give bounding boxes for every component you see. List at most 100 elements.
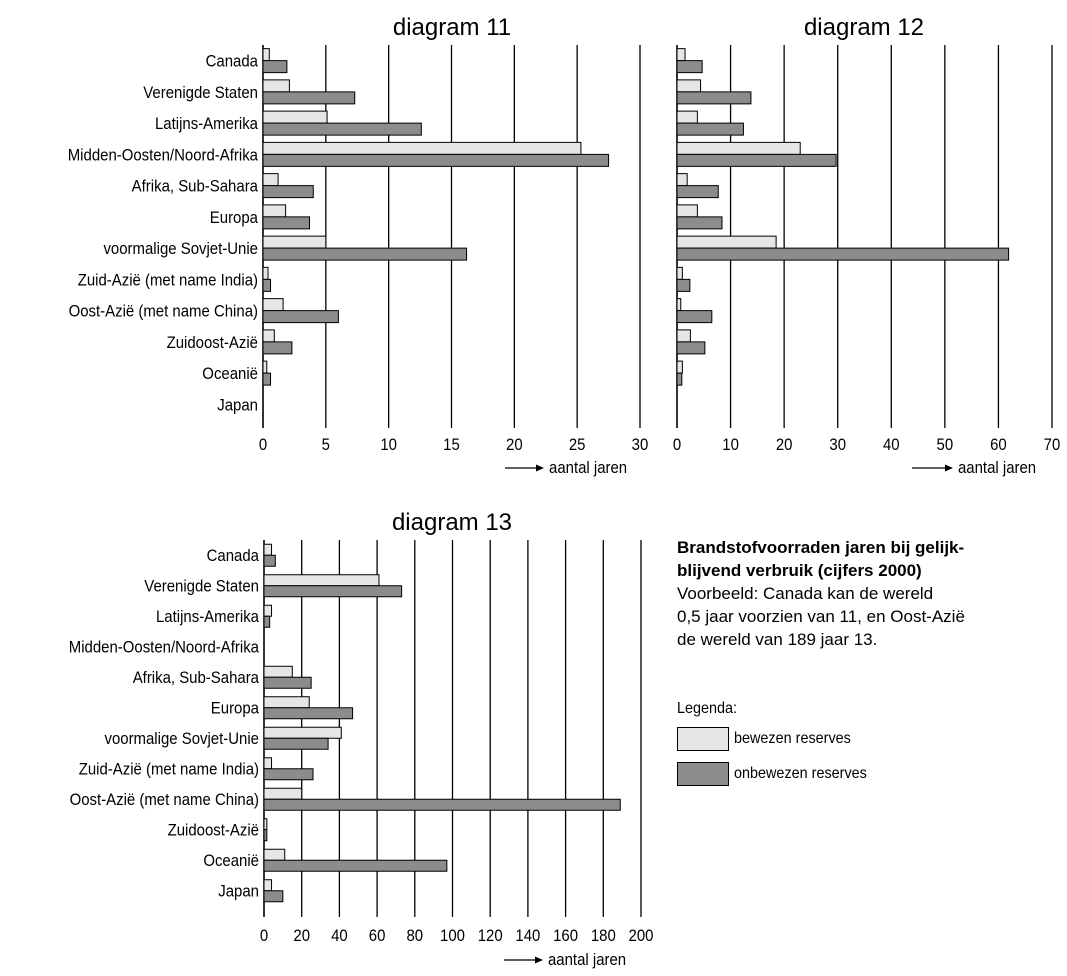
chart2-bar-proven-midden-oosten-noord-afrika [676, 141, 801, 155]
chart1-tick-label: 30 [632, 436, 649, 454]
chart3-axis-arrowhead [535, 956, 543, 964]
chart3-bar-proven-japan [263, 879, 273, 892]
chart1-category-label: Verenigde Staten [143, 84, 258, 102]
chart3-bar-proven-zuid-azie-met-name-india [263, 757, 273, 770]
annotation-title: Brandstofvoorraden jaren bij gelijk- bli… [677, 538, 965, 580]
chart3-category-label: Oost-Azië (met name China) [70, 791, 259, 809]
chart1-tick-label: 10 [380, 436, 397, 454]
chart1-bar-proven-verenigde-staten [262, 79, 290, 93]
chart2-axis-label: aantal jaren [958, 459, 1036, 477]
chart1-category-label: Oost-Azië (met name China) [69, 303, 258, 321]
chart1-tick-label: 20 [506, 436, 523, 454]
chart3-bar-unproven-zuid-azie-met-name-india [263, 768, 314, 781]
legend-label-proven: bewezen reserves [734, 730, 851, 747]
chart2-bar-unproven-voormalige-sovjet-unie [676, 247, 1010, 261]
chart3-category-label: Verenigde Staten [144, 578, 259, 596]
chart3-tick-label: 40 [331, 927, 348, 945]
chart1-bar-unproven-oost-azie-met-name-china [262, 310, 339, 324]
chart3-category-label: Zuid-Azië (met name India) [79, 761, 259, 779]
chart1-bar-unproven-zuid-azie-met-name-india [262, 278, 272, 292]
chart3-tick-label: 120 [478, 927, 503, 945]
chart3-category-label: voormalige Sovjet-Unie [104, 730, 259, 748]
legend-item-unproven: onbewezen reserves [677, 762, 882, 786]
chart1-tick-label: 0 [259, 436, 267, 454]
chart3-category-label: Midden-Oosten/Noord-Afrika [69, 639, 259, 657]
chart2-bar-proven-zuid-azie-met-name-india [676, 266, 683, 280]
chart3-bar-unproven-afrika-sub-sahara [263, 676, 312, 689]
chart2-tick-label: 40 [883, 436, 900, 454]
chart1-tick-label: 25 [569, 436, 586, 454]
chart3-bar-unproven-japan [263, 890, 284, 903]
chart3-bar-unproven-latijns-amerika [263, 615, 271, 628]
chart2-bar-proven-zuidoost-azie [676, 329, 691, 343]
chart1-bar-proven-latijns-amerika [262, 110, 328, 124]
chart3-bar-proven-latijns-amerika [263, 604, 273, 617]
chart2-tick-label: 70 [1044, 436, 1061, 454]
chart1-axis-arrowhead [536, 464, 544, 472]
chart1-category-label: Japan [217, 397, 258, 415]
chart2-tick-label: 0 [673, 436, 681, 454]
chart2-bar-proven-oceanie [676, 360, 683, 374]
chart3-bar-unproven-zuidoost-azie [263, 829, 268, 842]
chart2-bar-proven-oost-azie-met-name-china [676, 298, 682, 312]
chart2-tick-label: 30 [829, 436, 846, 454]
chart1-bar-unproven-canada [262, 60, 288, 74]
chart3-tick-label: 0 [260, 927, 268, 945]
chart2-bar-unproven-afrika-sub-sahara [676, 185, 719, 199]
chart3-category-label: Oceanië [203, 852, 259, 870]
chart1-title: diagram 11 [393, 14, 511, 41]
chart1-bar-unproven-midden-oosten-noord-afrika [262, 153, 610, 167]
chart2-axis-arrowhead [945, 464, 953, 472]
chart2-bar-proven-europa [676, 204, 698, 218]
legend-swatch-proven [677, 727, 729, 751]
chart1-bar-unproven-afrika-sub-sahara [262, 185, 314, 199]
chart3-bar-proven-oceanie [263, 848, 286, 861]
chart3-bar-unproven-oost-azie-met-name-china [263, 798, 621, 811]
chart1-category-label: Zuid-Azië (met name India) [78, 272, 258, 290]
chart3-category-label: Zuidoost-Azië [168, 822, 259, 840]
chart2-bar-unproven-verenigde-staten [676, 91, 752, 105]
chart3-bar-unproven-voormalige-sovjet-unie [263, 737, 329, 750]
annotation-text: Voorbeeld: Canada kan de wereld 0,5 jaar… [677, 584, 965, 649]
legend-item-proven: bewezen reserves [677, 727, 864, 751]
chart3-bar-proven-europa [263, 696, 310, 709]
chart3-tick-label: 60 [369, 927, 386, 945]
chart2-bar-proven-canada [676, 48, 686, 62]
chart3-bar-proven-zuidoost-azie [263, 818, 268, 831]
chart2-bar-proven-afrika-sub-sahara [676, 173, 688, 187]
chart3-tick-label: 100 [440, 927, 465, 945]
chart1-bar-proven-voormalige-sovjet-unie [262, 235, 327, 249]
chart1-category-label: voormalige Sovjet-Unie [103, 240, 258, 258]
chart2-bar-unproven-latijns-amerika [676, 122, 744, 136]
chart3-bar-proven-oost-azie-met-name-china [263, 787, 303, 800]
chart2-bar-proven-latijns-amerika [676, 110, 698, 124]
chart3-bar-proven-afrika-sub-sahara [263, 665, 293, 678]
chart2-bar-unproven-oceanie [676, 372, 683, 386]
chart3-category-label: Japan [218, 883, 259, 901]
chart3-bar-unproven-oceanie [263, 859, 448, 872]
chart3-tick-label: 80 [406, 927, 423, 945]
chart1-bar-unproven-zuidoost-azie [262, 341, 293, 355]
chart3-tick-label: 140 [515, 927, 540, 945]
chart3-tick-label: 200 [629, 927, 654, 945]
chart1-category-label: Europa [210, 209, 258, 227]
chart1-bar-proven-zuid-azie-met-name-india [262, 266, 269, 280]
chart1-bar-proven-europa [262, 204, 287, 218]
chart3-title: diagram 13 [392, 509, 512, 536]
legend-swatch-unproven [677, 762, 729, 786]
chart3-bar-unproven-verenigde-staten [263, 585, 403, 598]
chart1-category-label: Zuidoost-Azië [167, 334, 258, 352]
chart1-bar-unproven-latijns-amerika [262, 122, 422, 136]
chart1-category-label: Oceanië [202, 365, 258, 383]
chart3-bar-proven-verenigde-staten [263, 574, 380, 587]
chart1-bar-proven-afrika-sub-sahara [262, 173, 279, 187]
chart3-category-label: Afrika, Sub-Sahara [133, 669, 259, 687]
chart3-category-label: Latijns-Amerika [156, 608, 259, 626]
chart3-bar-unproven-canada [263, 554, 276, 567]
chart1-category-label: Midden-Oosten/Noord-Afrika [68, 147, 258, 165]
legend-title: Legenda: [677, 700, 738, 717]
chart3-bar-unproven-europa [263, 707, 354, 720]
chart2-tick-label: 50 [937, 436, 954, 454]
chart1-bar-proven-zuidoost-azie [262, 329, 275, 343]
chart3-tick-label: 160 [553, 927, 578, 945]
